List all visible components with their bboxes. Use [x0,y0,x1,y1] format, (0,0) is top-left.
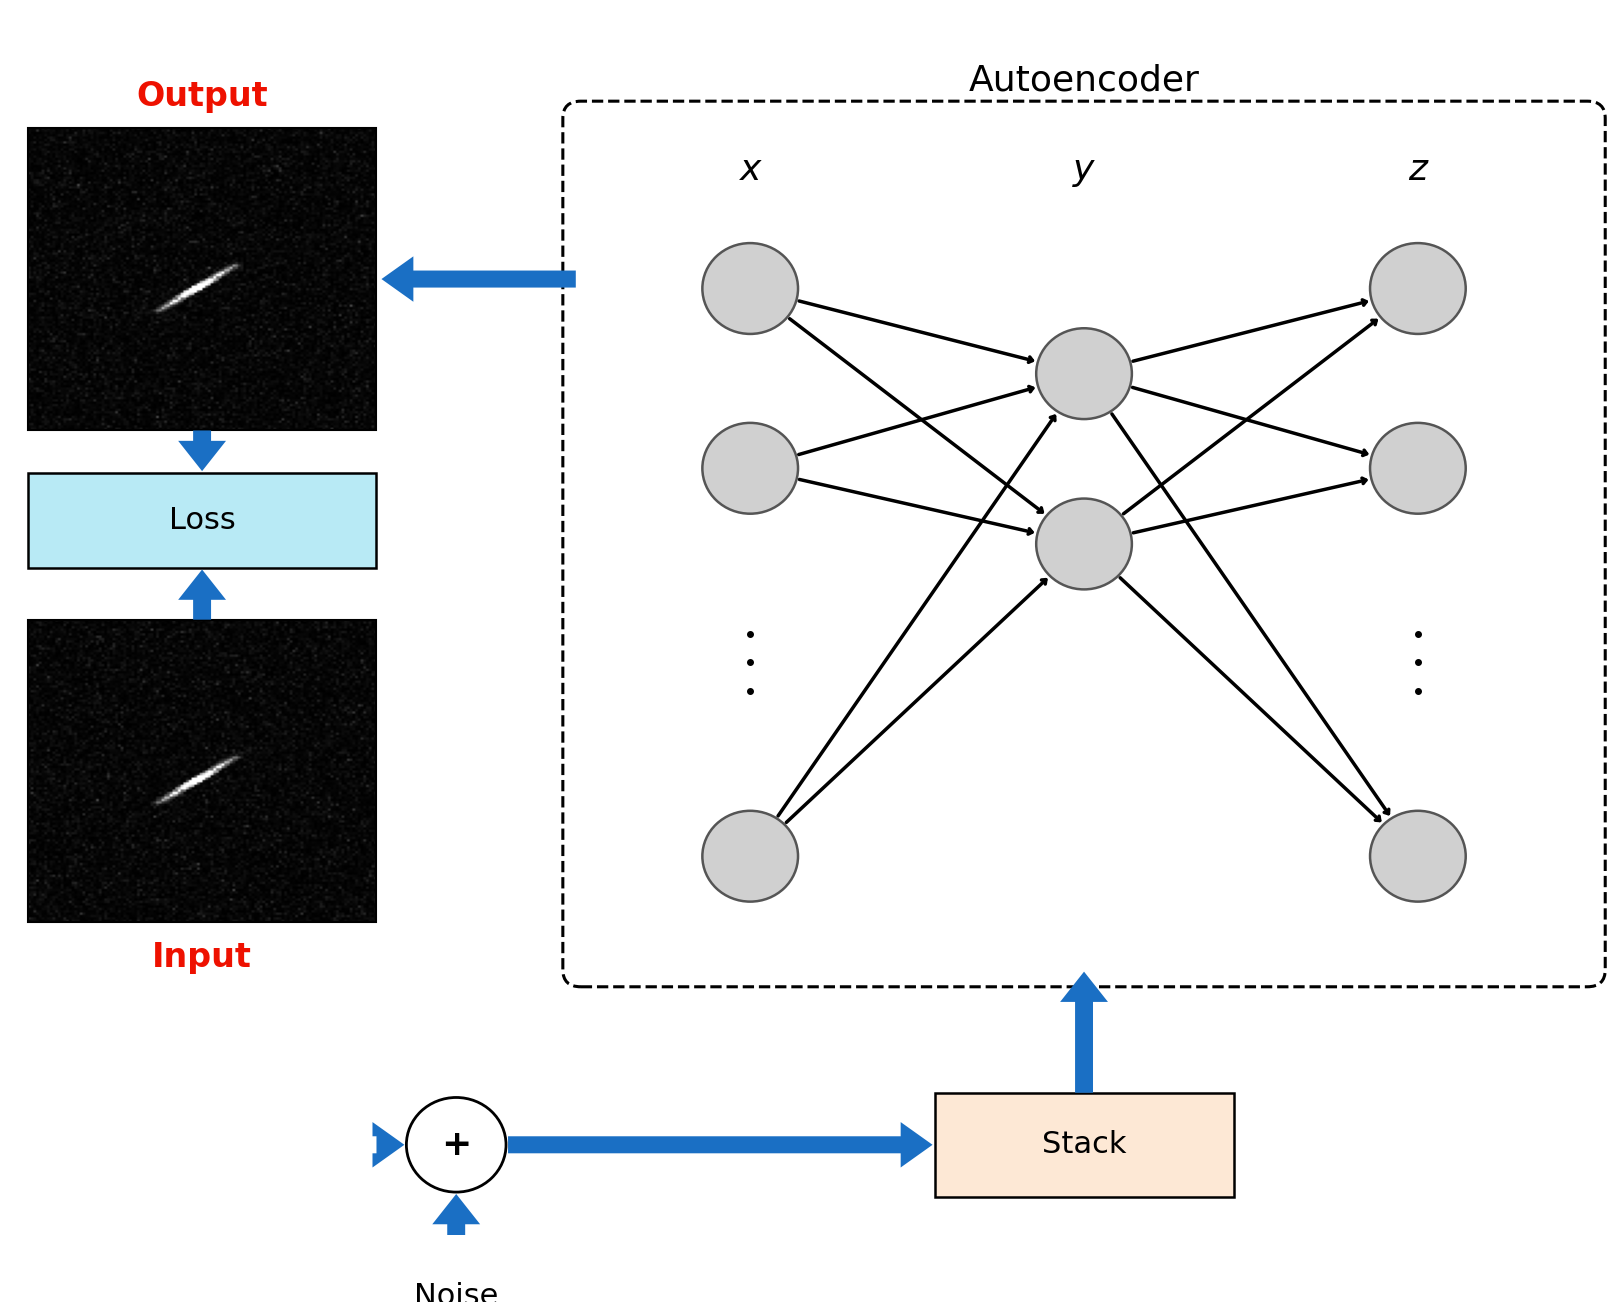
Circle shape [702,811,797,901]
Bar [27,128,377,431]
Bar [337,1245,575,1302]
Bar [27,473,377,568]
Text: Input: Input [151,941,251,974]
Text: Autoencoder: Autoencoder [968,64,1200,98]
Circle shape [1036,499,1133,590]
Text: x: x [739,154,760,187]
Bar [934,1092,1234,1197]
FancyArrow shape [432,1194,480,1245]
FancyArrow shape [179,569,226,620]
Text: Noise: Noise [414,1281,498,1302]
FancyArrow shape [1060,971,1108,1092]
FancyArrow shape [382,256,575,302]
Circle shape [702,243,797,333]
Text: Loss: Loss [169,505,235,535]
Text: y: y [1073,154,1095,187]
Text: Stack: Stack [1042,1130,1126,1159]
Text: z: z [1408,154,1427,187]
FancyArrow shape [507,1122,933,1168]
Circle shape [1036,328,1133,419]
Circle shape [1369,243,1466,333]
Bar [27,620,377,922]
Text: +: + [441,1128,472,1161]
FancyBboxPatch shape [562,102,1605,987]
Circle shape [702,423,797,514]
Circle shape [1369,423,1466,514]
FancyArrow shape [179,431,226,471]
Text: Output: Output [137,81,267,113]
Circle shape [406,1098,506,1193]
FancyArrow shape [372,1122,404,1168]
Circle shape [1369,811,1466,901]
